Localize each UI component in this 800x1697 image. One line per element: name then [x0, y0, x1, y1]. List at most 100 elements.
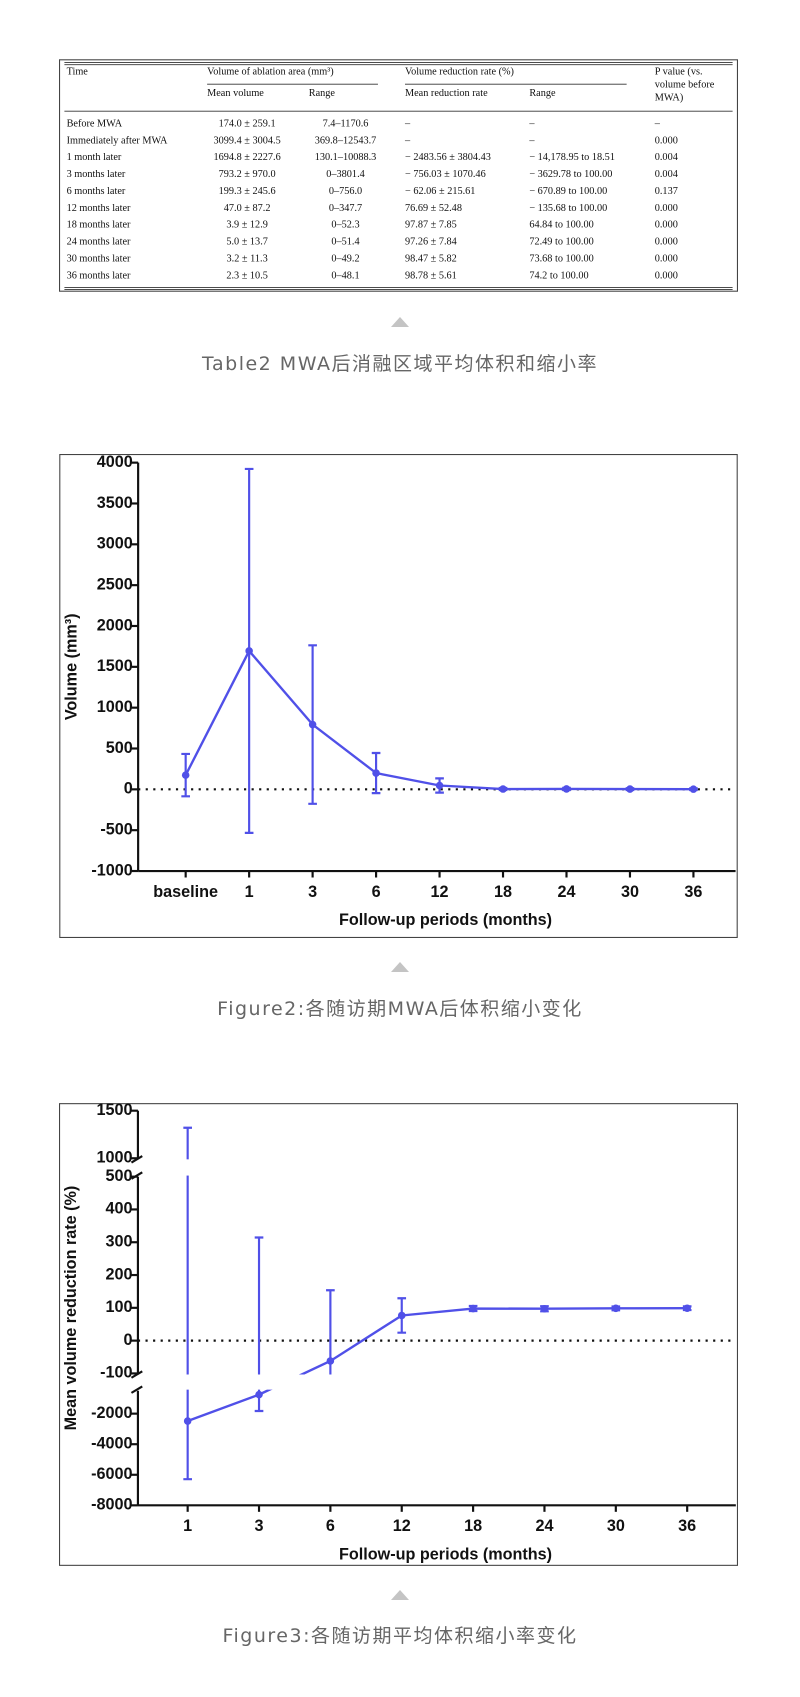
y-axis-label: Mean volume reduction rate (%) [62, 1186, 80, 1431]
table-cell: 3.9 ± 12.9 [226, 220, 268, 231]
x-tick-label: 30 [607, 1517, 625, 1535]
x-tick-label: 36 [678, 1517, 696, 1535]
data-point [562, 785, 571, 793]
table-cell: 0–756.0 [329, 186, 362, 197]
y-tick-label: 2500 [97, 575, 133, 593]
table-cell: 174.0 ± 259.1 [219, 119, 276, 130]
data-point [397, 1311, 406, 1320]
table-cell: − 670.89 to 100.00 [529, 186, 607, 197]
data-point [183, 1417, 192, 1425]
data-point [245, 647, 253, 655]
x-tick-label: 24 [557, 883, 575, 901]
table-cell: 0–51.4 [331, 237, 359, 248]
y-tick-label: -2000 [91, 1404, 132, 1422]
table-cell: 0.000 [655, 253, 678, 264]
x-axis-label: Follow-up periods (months) [339, 911, 552, 929]
y-tick-label: 500 [106, 739, 133, 757]
y-tick-label: -500 [100, 820, 132, 838]
caption: Figure3:各随访期平均体积缩小率变化 [222, 1625, 578, 1647]
table-cell: 76.69 ± 52.48 [405, 203, 462, 214]
data-point [308, 720, 317, 729]
table-cell: 3 months later [67, 169, 126, 180]
table-cell: 793.2 ± 970.0 [219, 169, 276, 180]
table-cell: – [404, 135, 411, 146]
table-cell: 97.87 ± 7.85 [405, 220, 457, 231]
table-cell: 0.000 [655, 237, 678, 248]
table-cell: 12 months later [67, 203, 131, 214]
data-point [372, 769, 380, 777]
y-tick-label: -1000 [91, 861, 132, 879]
table-cell: – [654, 119, 661, 130]
y-tick-label: 0 [124, 1331, 133, 1349]
data-point [255, 1390, 263, 1399]
subheader: Mean reduction rate [405, 88, 488, 99]
table-cell: 98.47 ± 5.82 [405, 253, 457, 264]
table-cell: 0–49.2 [331, 253, 359, 264]
y-tick-label: 1000 [97, 698, 133, 716]
y-tick-label: 500 [106, 1167, 133, 1185]
data-point [435, 781, 444, 790]
x-tick-label: baseline [153, 883, 218, 901]
table-cell: − 2483.56 ± 3804.43 [405, 152, 491, 163]
data-point [612, 1304, 620, 1313]
header: Time [67, 67, 89, 78]
table-cell: Before MWA [67, 119, 123, 130]
x-tick-label: 12 [431, 883, 449, 901]
x-axis-label: Follow-up periods (months) [339, 1545, 552, 1563]
table-cell: 36 months later [67, 270, 131, 281]
chart: -8000 -6000 -4000 -2000 -100 0 100 200 300 400 500… [59, 1103, 738, 1566]
data-point [540, 1304, 549, 1313]
table-cell: 0.004 [655, 169, 678, 180]
table-cell: 0–52.3 [331, 220, 359, 231]
data-point [469, 1304, 477, 1313]
table-cell: 74.2 to 100.00 [529, 270, 588, 281]
table-cell: 24 months later [67, 237, 131, 248]
chart-border [59, 1103, 738, 1566]
table-cell: 18 months later [67, 220, 131, 231]
data-point [689, 785, 698, 793]
table-cell: – [528, 135, 535, 146]
header: volume before [655, 80, 715, 91]
x-tick-label: 18 [494, 883, 512, 901]
header: Volume of ablation area (mm³) [207, 67, 334, 78]
y-tick-label: -6000 [91, 1465, 132, 1483]
table-cell: 73.68 to 100.00 [529, 253, 593, 264]
chart-border [59, 454, 738, 938]
y-tick-label: 400 [106, 1200, 133, 1218]
y-tick-label: 1500 [97, 1103, 133, 1119]
arrow-icon [391, 962, 409, 972]
table-cell: 5.0 ± 13.7 [226, 237, 268, 248]
y-tick-label: -4000 [91, 1434, 132, 1452]
y-tick-label: 200 [106, 1265, 133, 1283]
break-mark [130, 1155, 143, 1164]
table-cell: 1 month later [67, 152, 122, 163]
table-cell: − 62.06 ± 215.61 [405, 186, 475, 197]
table-cell: 1694.8 ± 2227.6 [214, 152, 281, 163]
table-cell: 30 months later [67, 253, 131, 264]
x-tick-label: 24 [535, 1517, 553, 1535]
table-cell: 0.000 [655, 203, 678, 214]
table-cell: − 14,178.95 to 18.51 [529, 152, 615, 163]
y-tick-label: 100 [106, 1298, 133, 1316]
y-tick-label: 4000 [97, 454, 133, 471]
axis-break [124, 1159, 736, 1176]
y-tick-label: 1500 [97, 657, 133, 675]
y-tick-label: -100 [100, 1364, 132, 1382]
data-point [181, 771, 190, 779]
table-cell: 0.000 [655, 135, 678, 146]
data-point [499, 785, 507, 793]
table-cell: 0–347.7 [329, 203, 362, 214]
table-cell: – [528, 119, 535, 130]
table-cell: 64.84 to 100.00 [529, 220, 593, 231]
x-tick-label: 12 [393, 1517, 411, 1535]
x-tick-label: 36 [684, 883, 702, 901]
table: Time Volume of ablation area (mm³) Volum… [59, 59, 738, 292]
axis-break [124, 1374, 736, 1390]
y-tick-label: 300 [106, 1233, 133, 1251]
header: MWA) [655, 93, 684, 104]
data-point [326, 1357, 335, 1365]
header: P value (vs. [655, 67, 703, 78]
arrow-icon [391, 1590, 409, 1600]
x-tick-label: 30 [621, 883, 639, 901]
